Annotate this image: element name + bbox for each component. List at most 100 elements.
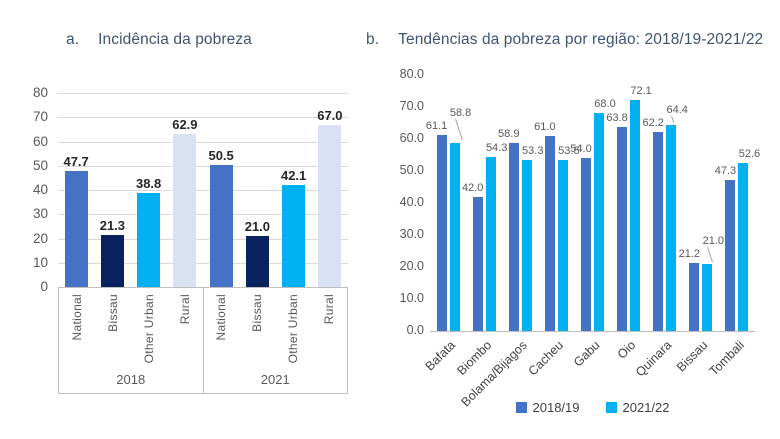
legend-item: 2021/22 <box>605 400 670 415</box>
category-label: National <box>214 294 229 341</box>
chart-a-category-axis: National Bissau Other Urban Rural 2018 Nation… <box>58 287 348 394</box>
category-label-slot: National <box>59 288 95 372</box>
bar-data-label: 21.2 <box>678 248 701 261</box>
y-tick-label: 50.0 <box>399 163 424 177</box>
bar-data-label: 58.9 <box>498 127 520 140</box>
y-tick-label: 10 <box>32 254 48 270</box>
bar-2018-rural <box>173 134 197 287</box>
bar-2021-22-oio <box>630 100 641 331</box>
bar-data-label: 21.3 <box>99 218 126 234</box>
y-tick-label: 40.0 <box>399 195 424 209</box>
bar-data-label: 64.4 <box>666 103 688 116</box>
data-label-leader-line <box>707 247 714 263</box>
legend-swatch-icon <box>515 402 527 413</box>
bar-data-label: 61.1 <box>425 120 448 133</box>
y-tick-label: 30.0 <box>399 227 424 241</box>
chart-incidencia-pobreza: a. Incidência da pobreza 0 10 20 30 40 50 60 70 8… <box>28 14 363 434</box>
bar-2021-22-cacheu <box>557 159 568 331</box>
bar-2021-22-biombo <box>485 157 496 331</box>
bar-data-label: 62.2 <box>642 116 664 129</box>
y-tick-label: 70 <box>32 109 48 125</box>
category-label-slot: Bissau <box>239 288 275 372</box>
category-label: Bissau <box>105 294 120 332</box>
x-axis-label: Oio <box>614 338 639 362</box>
bar-2018-19-tombali <box>725 179 736 331</box>
y-tick-label: 30 <box>32 206 48 222</box>
bar-data-label: 53.5 <box>558 144 580 157</box>
bar-data-label: 62.9 <box>172 117 198 133</box>
category-label-slot: Other Urban <box>275 288 311 372</box>
bar-2018-19-bolama-bijagos <box>508 142 519 331</box>
y-tick-label: 0.0 <box>406 323 424 337</box>
y-tick-label: 70.0 <box>399 99 424 113</box>
bar-data-label: 53.3 <box>522 145 544 158</box>
chart-b-panel-label: b. <box>366 31 380 48</box>
bar-data-label: 38.8 <box>135 175 162 191</box>
bar-2018-bissau <box>100 235 124 287</box>
gridline <box>58 93 348 94</box>
x-axis-label: Bolama/Bijagos <box>458 338 531 410</box>
x-axis-label: Quinara <box>633 338 675 380</box>
bar-2021-22-bafata <box>449 142 460 331</box>
bar-data-label: 50.5 <box>208 147 234 163</box>
bar-data-label: 42.1 <box>280 167 307 183</box>
x-axis-label: Bissau <box>674 338 711 375</box>
category-label-row: National Bissau Other Urban Rural <box>59 288 203 372</box>
category-label-slot: Bissau <box>95 288 131 372</box>
bar-data-label: 72.1 <box>630 85 652 98</box>
group-year-label: 2021 <box>260 372 290 387</box>
x-axis-label: Cacheu <box>525 338 567 379</box>
bar-2021-22-bissau <box>702 263 713 331</box>
gridline <box>58 262 348 264</box>
bar-data-label: 58.8 <box>449 107 472 120</box>
category-group: National Bissau Other Urban Rural 2021 <box>204 288 348 393</box>
data-label-leader-line <box>671 115 675 124</box>
bar-data-label: 42.0 <box>461 181 484 194</box>
gridline <box>58 238 348 240</box>
legend-label: 2021/22 <box>622 400 670 415</box>
legend-item: 2018/19 <box>515 400 580 415</box>
category-label: Rural <box>322 294 337 325</box>
legend-swatch-icon <box>605 402 617 413</box>
bar-2021-rural <box>318 124 342 287</box>
y-tick-label: 50 <box>32 157 48 173</box>
legend-label: 2018/19 <box>532 400 580 415</box>
category-label-slot: National <box>204 288 240 372</box>
bar-2021-bissau <box>245 236 269 287</box>
bar-data-label: 47.7 <box>63 154 89 170</box>
y-tick-label: 60.0 <box>399 131 424 145</box>
y-tick-label: 20 <box>32 230 48 246</box>
y-tick-label: 80.0 <box>399 67 424 81</box>
bar-data-label: 21.0 <box>244 219 271 235</box>
bar-data-label: 52.6 <box>738 147 761 160</box>
bar-2018-19-quinara <box>653 131 664 331</box>
bar-data-label: 68.0 <box>594 98 616 111</box>
category-label: Rural <box>177 294 192 325</box>
category-label: Other Urban <box>286 294 301 364</box>
category-label-slot: Rural <box>167 288 203 372</box>
bar-data-label: 21.0 <box>702 235 725 248</box>
category-label-slot: Other Urban <box>131 288 167 372</box>
chart-b-title-text: Tendências da pobreza por região: 2018/1… <box>398 31 764 48</box>
gridline <box>58 214 348 216</box>
bar-2018-19-biombo <box>472 196 483 331</box>
y-tick-label: 40 <box>32 182 48 197</box>
category-label: Bissau <box>250 294 265 332</box>
category-label-row: National Bissau Other Urban Rural <box>204 288 348 372</box>
x-axis-label: Bafata <box>422 338 458 374</box>
bar-data-label: 61.0 <box>534 120 556 133</box>
chart-b-legend: 2018/19 2021/22 <box>430 400 755 415</box>
gridline <box>58 141 348 143</box>
bar-2018-national <box>64 171 88 287</box>
data-label-leader-line <box>454 119 463 141</box>
bar-data-label: 54.3 <box>485 142 508 155</box>
bar-data-label: 63.8 <box>606 111 628 124</box>
chart-tendencias-pobreza-regiao: b. Tendências da pobreza por região: 2018… <box>360 14 780 439</box>
category-label: Other Urban <box>141 294 156 364</box>
chart-a-title: a. Incidência da pobreza <box>66 31 252 49</box>
chart-b-title: b. Tendências da pobreza por região: 2018… <box>366 31 763 49</box>
bar-2018-19-cacheu <box>544 135 555 331</box>
bar-2018-19-gabu <box>581 158 591 331</box>
y-tick-label: 20.0 <box>399 259 424 273</box>
